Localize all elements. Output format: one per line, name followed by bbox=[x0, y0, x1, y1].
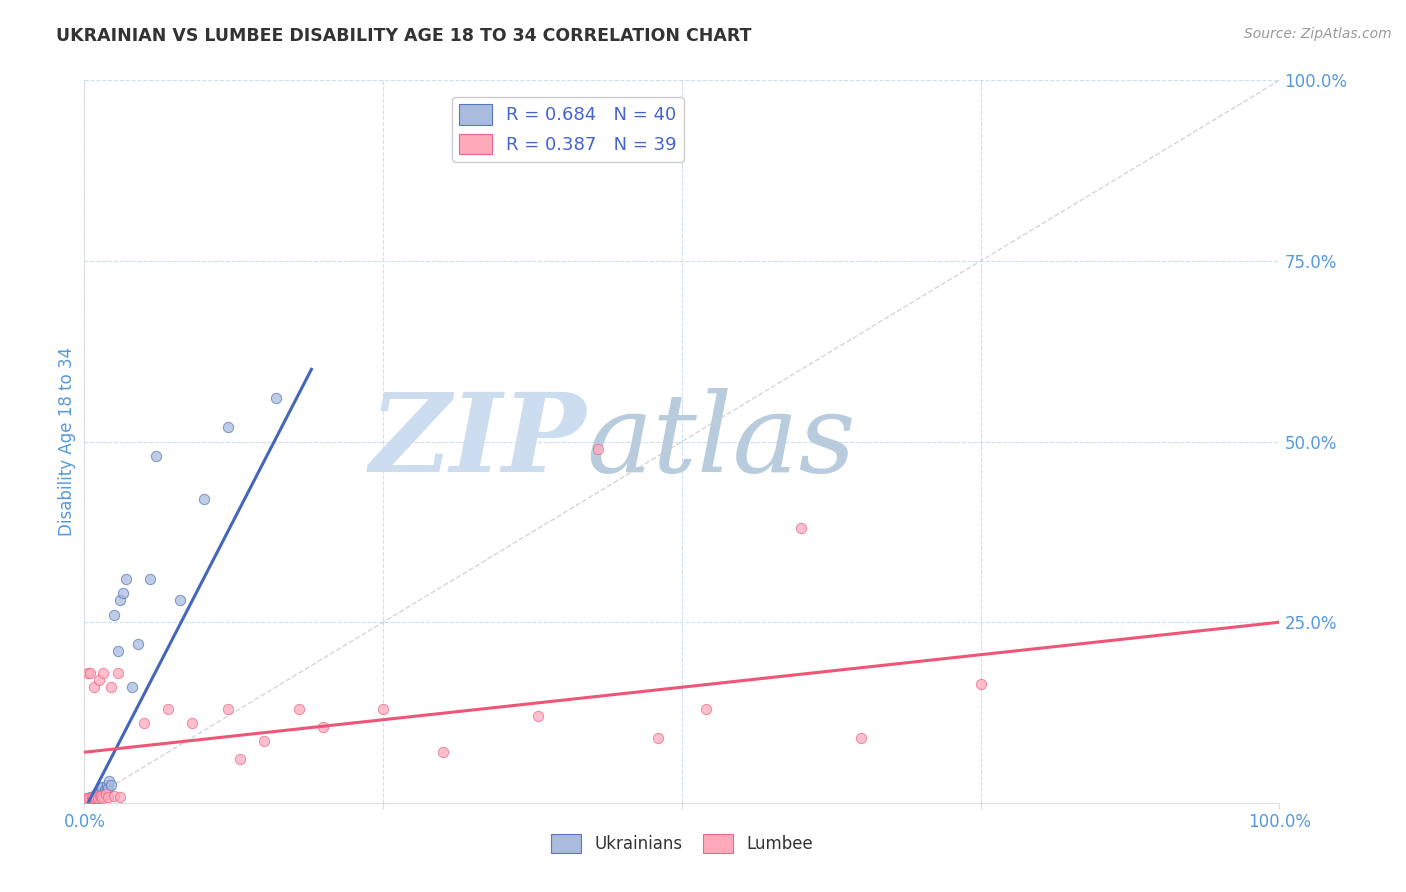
Point bbox=[93, 665, 115, 680]
Point bbox=[76, 792, 98, 806]
Point bbox=[90, 789, 112, 803]
Text: UKRAINIAN VS LUMBEE DISABILITY AGE 18 TO 34 CORRELATION CHART: UKRAINIAN VS LUMBEE DISABILITY AGE 18 TO… bbox=[56, 27, 752, 45]
Point bbox=[253, 734, 276, 748]
Point bbox=[86, 787, 108, 801]
Point bbox=[110, 790, 132, 805]
Y-axis label: Disability Age 18 to 34: Disability Age 18 to 34 bbox=[58, 347, 76, 536]
Point bbox=[229, 752, 252, 766]
Point bbox=[80, 792, 103, 806]
Point bbox=[75, 791, 97, 805]
Point bbox=[79, 665, 101, 680]
Point bbox=[103, 789, 125, 803]
Point bbox=[89, 790, 111, 805]
Point bbox=[970, 676, 993, 690]
Point bbox=[107, 644, 129, 658]
Point bbox=[96, 778, 118, 792]
Point bbox=[76, 792, 98, 806]
Point bbox=[103, 607, 125, 622]
Point bbox=[479, 102, 502, 116]
Point bbox=[89, 789, 111, 804]
Point bbox=[77, 792, 100, 806]
Point bbox=[169, 593, 191, 607]
Point bbox=[87, 673, 110, 687]
Point bbox=[90, 781, 112, 796]
Point bbox=[93, 782, 115, 797]
Point bbox=[121, 680, 143, 694]
Point bbox=[264, 391, 287, 405]
Point bbox=[181, 716, 204, 731]
Point bbox=[790, 521, 813, 535]
Point bbox=[115, 572, 138, 586]
Point bbox=[83, 792, 105, 806]
Point bbox=[93, 787, 115, 801]
Point bbox=[527, 709, 550, 723]
Point bbox=[77, 665, 100, 680]
Point bbox=[432, 745, 454, 759]
Point bbox=[110, 593, 132, 607]
Point bbox=[84, 790, 107, 805]
Point bbox=[83, 789, 105, 803]
Point bbox=[100, 680, 122, 694]
Point bbox=[217, 420, 239, 434]
Point bbox=[94, 785, 117, 799]
Legend: Ukrainians, Lumbee: Ukrainians, Lumbee bbox=[544, 827, 820, 860]
Point bbox=[82, 791, 104, 805]
Point bbox=[91, 791, 114, 805]
Point bbox=[312, 720, 335, 734]
Point bbox=[77, 791, 100, 805]
Point bbox=[86, 791, 108, 805]
Point bbox=[97, 781, 120, 796]
Point bbox=[97, 790, 120, 805]
Point bbox=[87, 790, 110, 805]
Point bbox=[94, 787, 117, 801]
Text: Source: ZipAtlas.com: Source: ZipAtlas.com bbox=[1244, 27, 1392, 41]
Point bbox=[91, 780, 114, 794]
Point bbox=[91, 789, 114, 803]
Point bbox=[217, 702, 239, 716]
Point bbox=[98, 774, 121, 789]
Point bbox=[84, 791, 107, 805]
Point bbox=[87, 785, 110, 799]
Point bbox=[107, 665, 129, 680]
Point bbox=[132, 716, 156, 731]
Point bbox=[145, 449, 167, 463]
Point bbox=[86, 792, 108, 806]
Point bbox=[695, 702, 717, 716]
Point bbox=[86, 791, 108, 805]
Point bbox=[588, 442, 610, 456]
Point bbox=[647, 731, 669, 745]
Point bbox=[83, 680, 105, 694]
Point bbox=[80, 790, 103, 805]
Point bbox=[79, 792, 101, 806]
Point bbox=[86, 790, 108, 805]
Point bbox=[851, 731, 873, 745]
Point bbox=[139, 572, 162, 586]
Point bbox=[82, 791, 104, 805]
Point bbox=[79, 790, 101, 805]
Point bbox=[100, 778, 122, 792]
Point bbox=[288, 702, 311, 716]
Point bbox=[77, 791, 100, 805]
Text: ZIP: ZIP bbox=[370, 388, 586, 495]
Point bbox=[373, 702, 395, 716]
Point bbox=[193, 492, 215, 507]
Point bbox=[127, 637, 149, 651]
Text: atlas: atlas bbox=[586, 388, 856, 495]
Point bbox=[157, 702, 180, 716]
Point bbox=[111, 586, 134, 600]
